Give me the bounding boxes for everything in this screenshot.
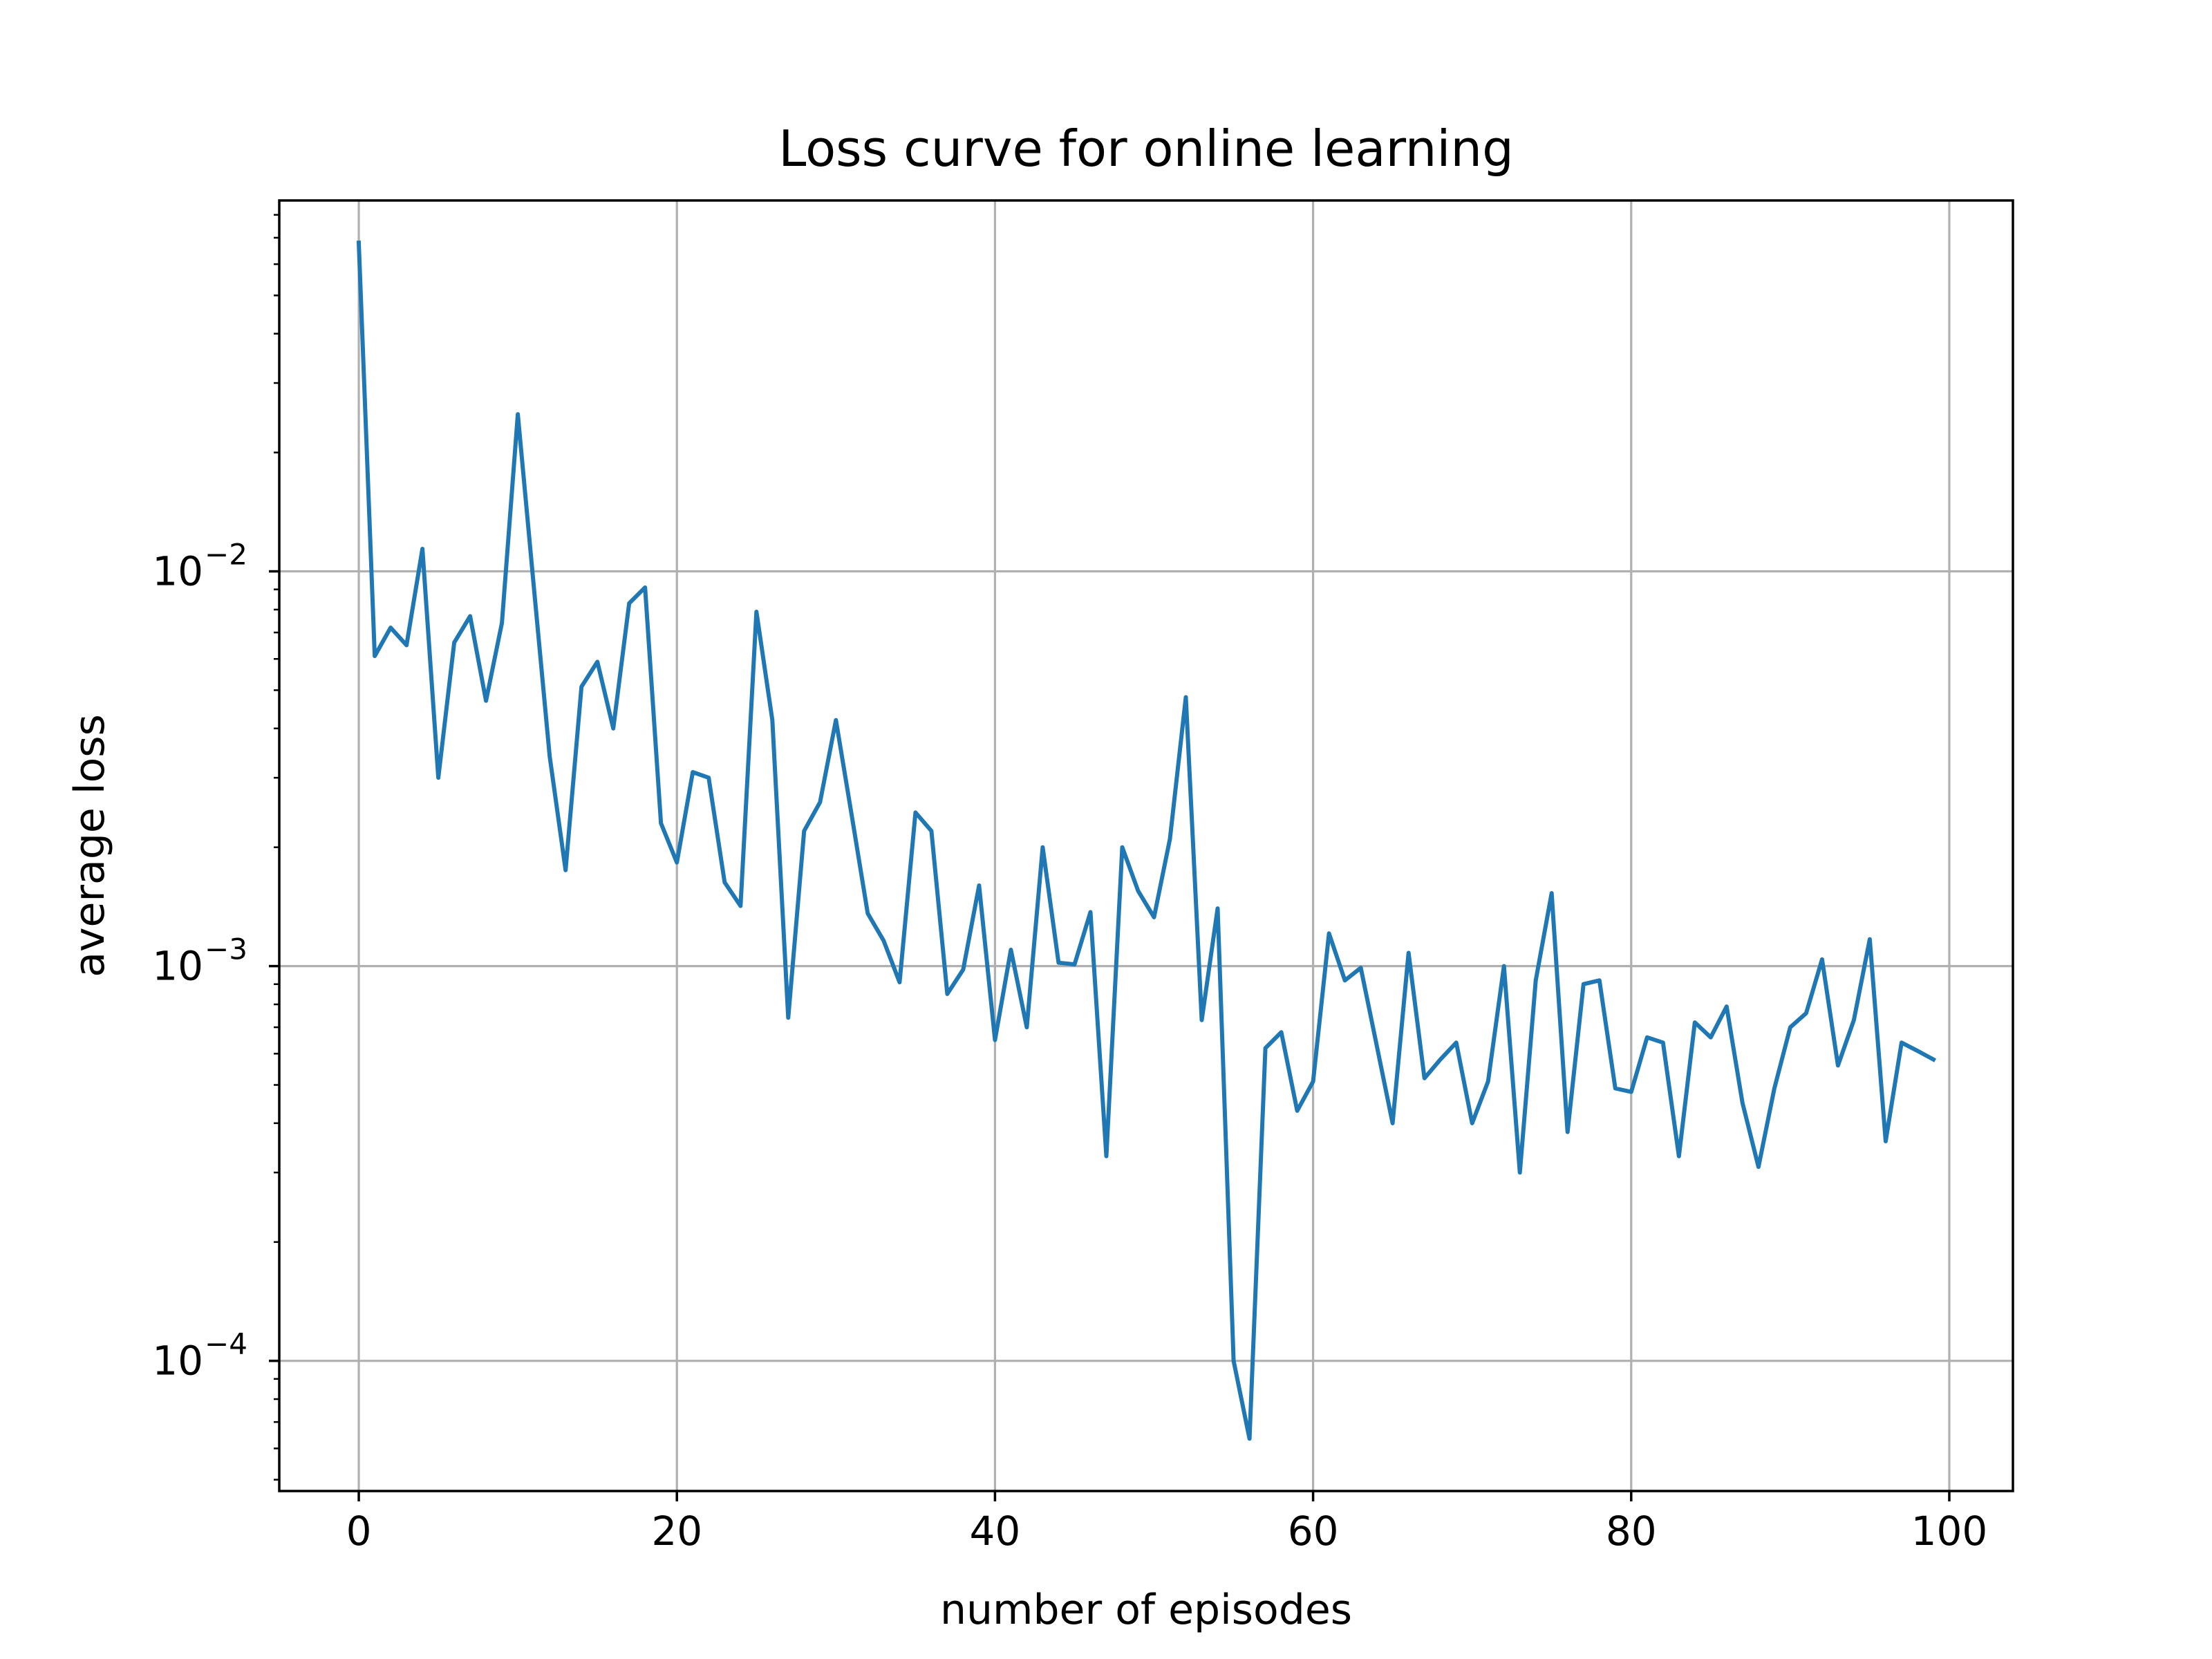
x-axis-label: number of episodes [940, 1586, 1352, 1634]
x-tick-label: 60 [1288, 1508, 1339, 1555]
loss-series-line [356, 240, 1937, 1441]
grid-lines [279, 200, 2013, 1491]
x-tick-label: 100 [1911, 1508, 1988, 1555]
plot-frame [278, 199, 2014, 1492]
x-tick-label: 0 [346, 1508, 372, 1555]
x-tick-label: 80 [1606, 1508, 1657, 1555]
x-tick-label: 40 [970, 1508, 1021, 1555]
y-tick-label: 10 [152, 548, 203, 595]
y-axis-label: average loss [66, 714, 114, 977]
y-tick-label: 10 [152, 943, 203, 990]
y-tick-label-exponent: −3 [205, 932, 247, 966]
y-tick-label-exponent: −4 [205, 1327, 247, 1361]
y-tick-label: 10 [152, 1338, 203, 1385]
chart-title: Loss curve for online learning [778, 120, 1514, 178]
x-tick-label: 20 [651, 1508, 702, 1555]
data-series [356, 240, 1937, 1441]
y-tick-label-exponent: −2 [205, 538, 247, 572]
